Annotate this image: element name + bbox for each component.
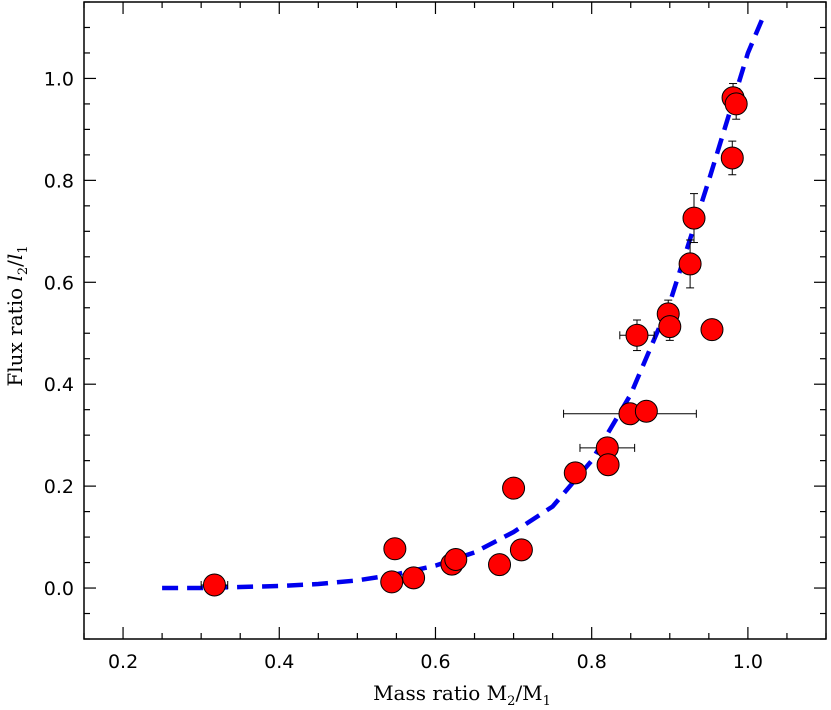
x-tick-label: 1.0 [733, 651, 763, 673]
plot-frame-layer [83, 1, 827, 640]
axis-ticks-layer [83, 1, 827, 640]
data-point [402, 566, 426, 590]
y-tick-label: 0.0 [44, 578, 74, 600]
x-tick-label: 0.4 [264, 651, 294, 673]
data-point [383, 537, 407, 561]
data-point [502, 476, 526, 500]
data-point [509, 538, 533, 562]
y-tick-label: 0.2 [44, 476, 74, 498]
error-bars-layer [200, 83, 741, 589]
fit-curve-layer [162, 11, 768, 591]
data-point [700, 318, 724, 342]
data-point [658, 315, 682, 339]
data-point [380, 570, 404, 594]
data-point [634, 399, 658, 423]
data-point [625, 323, 649, 347]
data-point [724, 92, 748, 116]
data-point [720, 146, 744, 170]
data-point [444, 548, 468, 572]
plot-frame [83, 1, 827, 640]
y-tick-label: 1.0 [44, 68, 74, 90]
data-points-layer [202, 86, 748, 597]
x-axis-title: Mass ratio M2/M1 [373, 681, 551, 709]
data-point [596, 453, 620, 477]
y-axis-title: Flux ratio l2/l1 [3, 245, 31, 386]
x-tick-label: 0.6 [420, 651, 450, 673]
data-point [678, 252, 702, 276]
x-tick-label: 0.8 [577, 651, 607, 673]
y-tick-label: 0.6 [44, 272, 74, 294]
tick-labels-layer: 0.2 0.4 0.6 0.8 1.0 0.0 0.2 0.4 0.6 0.8 1.0 [44, 68, 763, 673]
data-point [202, 573, 226, 597]
data-point [682, 206, 706, 230]
x-tick-label: 0.2 [108, 651, 138, 673]
data-point [488, 553, 512, 577]
y-tick-label: 0.4 [44, 374, 74, 396]
fit-curve [162, 11, 768, 591]
y-tick-label: 0.8 [44, 170, 74, 192]
data-point [563, 461, 587, 485]
